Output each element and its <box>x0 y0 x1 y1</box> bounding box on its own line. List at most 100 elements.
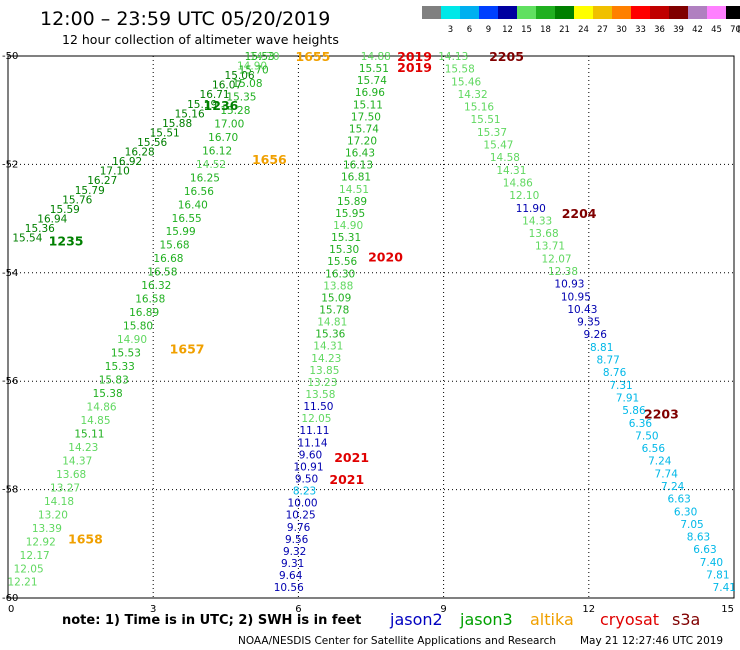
swh-value: 15.88 <box>162 118 192 130</box>
swh-value: 14.32 <box>458 89 488 101</box>
colorbar-swatch <box>669 6 688 19</box>
colorbar-tick-label: 33 <box>635 25 646 35</box>
colorbar-swatch <box>536 6 555 19</box>
pass-time-label: 2205 <box>489 49 524 64</box>
swh-value: 16.55 <box>172 213 202 225</box>
swh-value: 15.33 <box>105 361 135 373</box>
swh-value: 8.23 <box>293 486 316 498</box>
swh-value: 7.91 <box>616 392 639 404</box>
swh-value: 15.08 <box>232 78 262 90</box>
swh-value: 16.92 <box>112 156 142 168</box>
swh-value: 17.00 <box>214 118 244 130</box>
swh-value: 16.12 <box>202 145 232 157</box>
swh-value: 10.43 <box>567 304 597 316</box>
colorbar-tick-label: 24 <box>578 25 589 35</box>
swh-value: 16.30 <box>325 268 355 280</box>
colorbar-tick-label: 15 <box>521 25 532 35</box>
pass-time-label: 1657 <box>170 342 205 357</box>
swh-value: 14.31 <box>313 341 343 353</box>
swh-value: 12.05 <box>301 413 331 425</box>
swh-value: 14.90 <box>237 61 267 73</box>
swh-value: 14.23 <box>68 442 98 454</box>
swh-value: 11.90 <box>516 203 546 215</box>
swh-value: 10.25 <box>286 510 316 522</box>
colorbar-swatch <box>422 6 441 19</box>
swh-value: 15.99 <box>166 226 196 238</box>
legend-entry-jason2: jason2 <box>389 610 443 629</box>
swh-value: 16.70 <box>208 132 238 144</box>
track-values: 15.5415.3616.9415.5915.7615.7916.2717.10… <box>7 51 736 594</box>
swh-value: 13.27 <box>50 482 80 494</box>
swh-value: 15.51 <box>471 114 501 126</box>
swh-value: 6.63 <box>693 544 716 556</box>
swh-value: 17.50 <box>351 111 381 123</box>
legend-entry-cryosat: cryosat <box>600 610 659 629</box>
swh-value: 15.51 <box>359 63 389 75</box>
swh-value: 14.81 <box>317 317 347 329</box>
swh-value: 16.43 <box>345 148 375 160</box>
swh-value: 7.41 <box>713 582 736 594</box>
swh-value: 7.05 <box>680 519 703 531</box>
footer-credit: NOAA/NESDIS Center for Satellite Applica… <box>238 635 556 647</box>
swh-value: 15.36 <box>25 223 55 235</box>
swh-value: 16.28 <box>125 147 155 159</box>
colorbar-tick-label: 42 <box>692 25 703 35</box>
pass-time-label: 1235 <box>49 233 84 248</box>
pass-time-label: 1656 <box>252 152 287 167</box>
swh-value: 15.36 <box>315 329 345 341</box>
swh-value: 14.52 <box>196 159 226 171</box>
swh-value: 17.10 <box>100 166 130 178</box>
swh-value: 16.27 <box>87 175 117 187</box>
pass-time-label: 2020 <box>368 250 403 265</box>
swh-value: 13.88 <box>323 280 353 292</box>
swh-value: 16.68 <box>153 253 183 265</box>
colorbar-swatch <box>631 6 650 19</box>
swh-value: 16.94 <box>37 213 67 225</box>
swh-value: 13.68 <box>529 228 559 240</box>
axis-ticks: 0 3 6 9 12 15 -50 -52 -54 -56 -58 -60 <box>2 51 734 615</box>
colorbar-swatch <box>498 6 517 19</box>
swh-value: 16.89 <box>129 307 159 319</box>
swh-value: 13.23 <box>307 377 337 389</box>
chart-title: 12:00 – 23:59 UTC 05/20/2019 <box>40 8 330 30</box>
swh-value: 14.70 <box>249 51 279 63</box>
swh-value: 7.24 <box>648 456 672 468</box>
colorbar-swatch <box>612 6 631 19</box>
swh-value: 15.35 <box>226 91 256 103</box>
swh-value: 14.51 <box>339 184 369 196</box>
swh-value: 9.56 <box>285 534 309 546</box>
swh-value: 16.96 <box>355 87 385 99</box>
y-tick-label: -52 <box>2 159 18 170</box>
swh-value: 14.85 <box>80 415 110 427</box>
footer-note: note: 1) Time is in UTC; 2) SWH is in fe… <box>62 613 361 628</box>
swh-value: 15.74 <box>349 123 379 135</box>
x-tick-label: 12 <box>582 604 595 615</box>
pass-time-label: 2019 <box>397 60 432 75</box>
pass-time-label: 2019 <box>397 49 432 64</box>
swh-value: 8.76 <box>603 367 627 379</box>
colorbar-tick-label: 9 <box>486 25 491 35</box>
swh-value: 16.13 <box>343 160 373 172</box>
legend-entry-jason3: jason3 <box>459 610 513 629</box>
swh-value: 15.56 <box>327 256 357 268</box>
swh-value: 15.31 <box>331 232 361 244</box>
swh-value: 15.30 <box>329 244 359 256</box>
swh-value: 9.60 <box>299 449 322 461</box>
swh-value: 6.30 <box>674 506 697 518</box>
swh-value: 16.56 <box>184 186 214 198</box>
footer-timestamp: May 21 12:27:46 UTC 2019 <box>580 635 723 647</box>
swh-value: 14.88 <box>361 51 391 63</box>
swh-value: 11.11 <box>299 425 329 437</box>
swh-value: 15.51 <box>150 127 180 139</box>
swh-value: 10.93 <box>554 279 584 291</box>
swh-value: 15.83 <box>99 375 129 387</box>
swh-value: 14.23 <box>311 353 341 365</box>
colorbar-tick-label: 70 <box>730 25 740 35</box>
swh-value: 15.80 <box>123 321 153 333</box>
swh-value: 15.09 <box>321 292 351 304</box>
swh-value: 10.00 <box>288 498 318 510</box>
swh-value: 13.85 <box>309 365 339 377</box>
plot-frame <box>7 55 735 599</box>
